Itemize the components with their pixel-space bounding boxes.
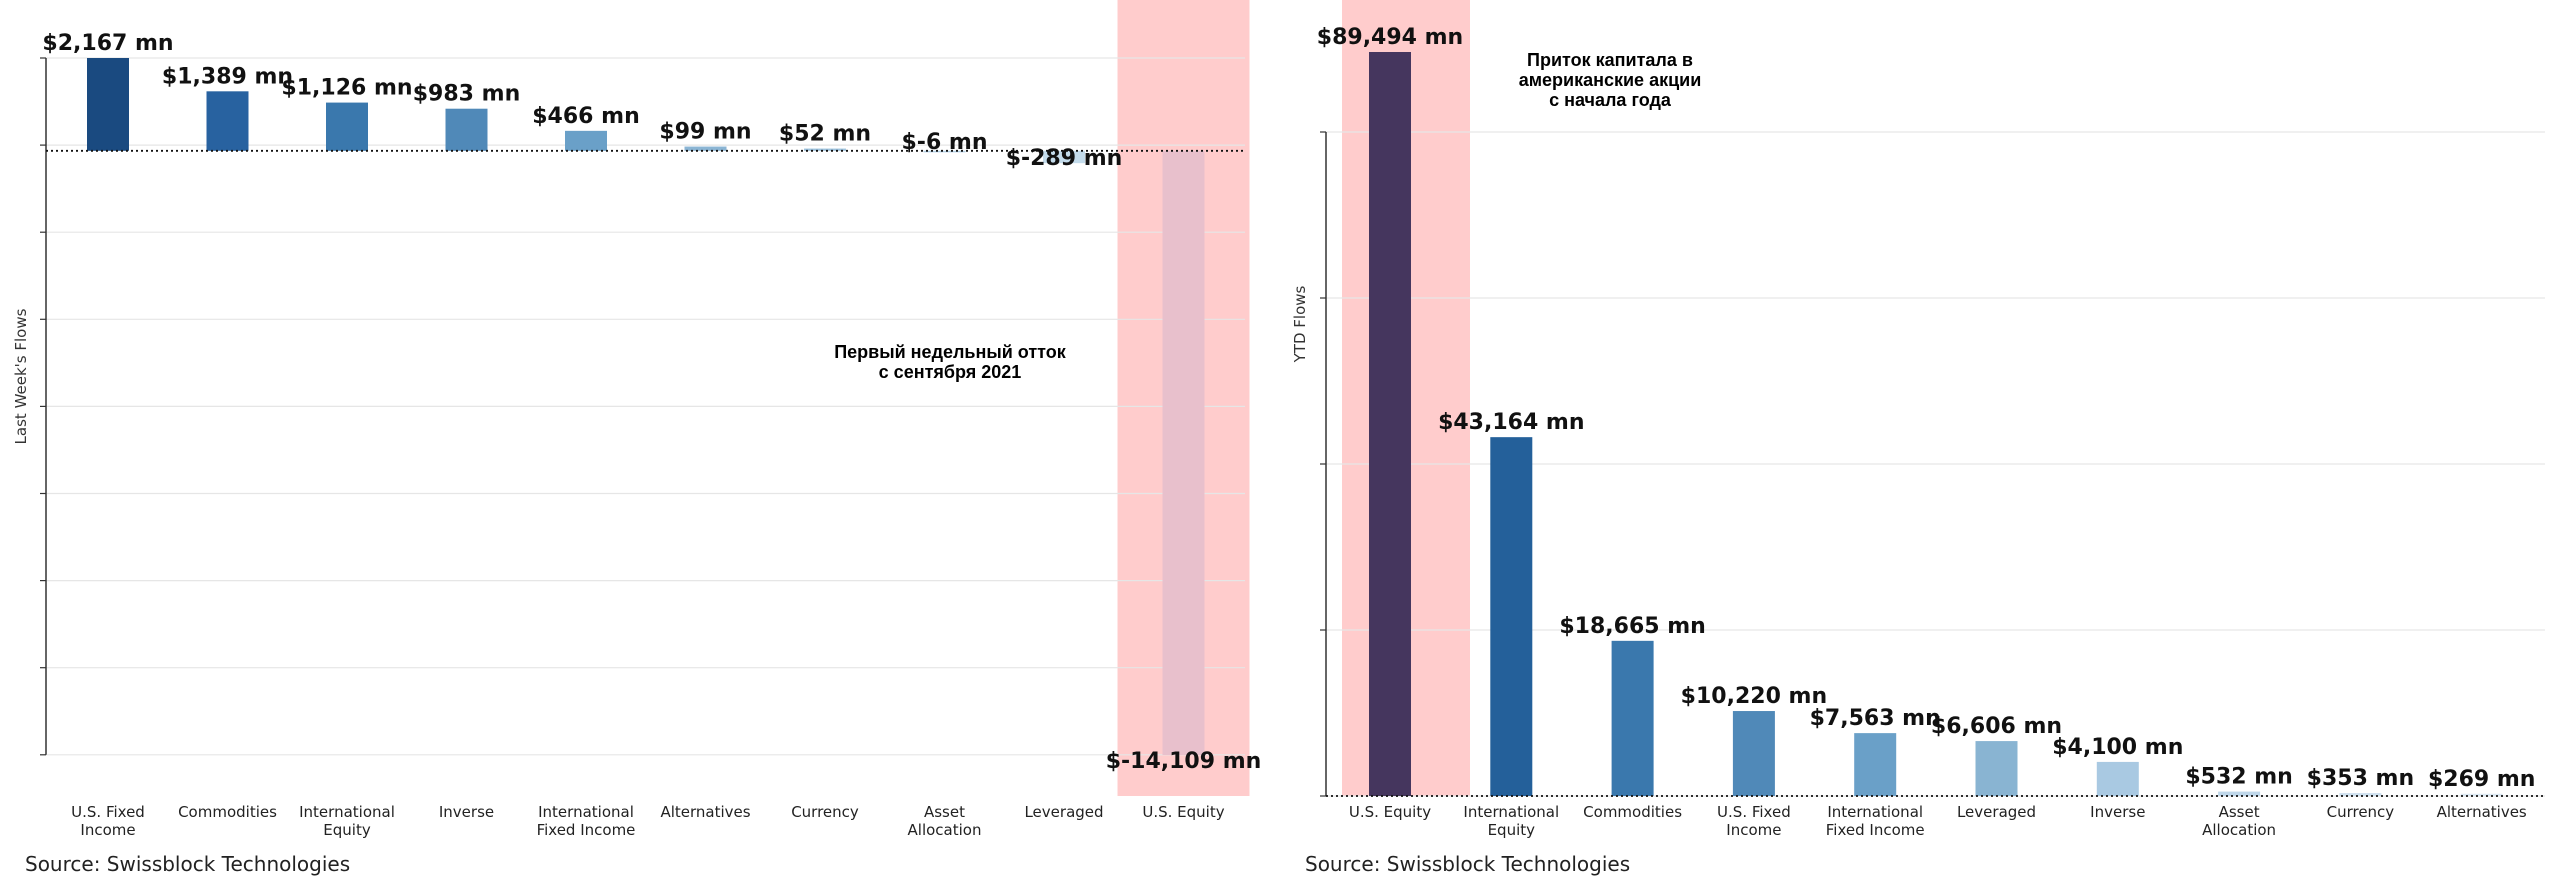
chart2-category-label: Leveraged — [1957, 803, 2036, 821]
chart2-category-label: International Equity — [1463, 803, 1559, 839]
chart2-bar — [2460, 793, 2503, 796]
chart2-category-label: U.S. Equity — [1349, 803, 1431, 821]
chart2-category-label: Currency — [2327, 803, 2395, 821]
chart2-value-label: $353 mn — [2307, 766, 2414, 791]
chart1-category-label: Currency — [791, 803, 859, 821]
chart1-bar — [1162, 150, 1205, 756]
chart1-category-label: U.S. Fixed Income — [71, 803, 145, 839]
chart2-category-label: U.S. Fixed Income — [1717, 803, 1791, 839]
chart2-value-label: $43,164 mn — [1438, 410, 1584, 435]
chart2-bar — [2339, 793, 2382, 796]
chart1-value-label: $-14,109 mn — [1106, 749, 1262, 774]
chart1-bar — [445, 108, 488, 151]
chart1-category-label: Inverse — [439, 803, 494, 821]
chart1-category-label: International Equity — [299, 803, 395, 839]
chart1-value-label: $-289 mn — [1006, 146, 1123, 171]
chart1-bar — [804, 148, 846, 151]
chart1-value-label: $99 mn — [659, 120, 751, 145]
chart1-bar — [565, 130, 607, 151]
chart2-bar — [2218, 791, 2261, 796]
chart2-category-label: International Fixed Income — [1826, 803, 1925, 839]
chart2-category-label: Inverse — [2090, 803, 2145, 821]
chart1-bar — [684, 146, 727, 151]
chart1-value-label: $-6 mn — [902, 130, 988, 155]
chart1-bar — [326, 102, 368, 151]
chart1-category-label: Commodities — [178, 803, 277, 821]
chart2-category-label: Asset Allocation — [2202, 803, 2276, 839]
chart2-category-label: Commodities — [1583, 803, 1682, 821]
chart2-bar — [2096, 761, 2139, 796]
chart2-bar — [1975, 741, 2018, 796]
chart1-bar — [923, 150, 966, 153]
source-note-left: Source: Swissblock Technologies — [25, 852, 351, 876]
chart1-category-label: Leveraged — [1024, 803, 1103, 821]
chart2-y-label: YTD Flows — [1291, 285, 1309, 363]
chart2-value-label: $18,665 mn — [1559, 614, 1705, 639]
chart2-value-label: $269 mn — [2428, 767, 2535, 792]
chart1-bar — [206, 91, 249, 151]
chart1-category-label: International Fixed Income — [537, 803, 636, 839]
chart2-bar — [1732, 711, 1775, 796]
chart1-annotation: Первый недельный отток с сентября 2021 — [834, 342, 1067, 382]
chart2-value-label: $4,100 mn — [2052, 735, 2183, 760]
chart1-value-label: $983 mn — [413, 82, 520, 107]
chart1-y-label: Last Week's Flows — [12, 308, 30, 444]
chart1-value-label: $52 mn — [779, 122, 871, 147]
chart2-bar — [1854, 733, 1897, 796]
chart2-value-label: $6,606 mn — [1931, 714, 2062, 739]
source-note-right: Source: Swissblock Technologies — [1305, 852, 1631, 876]
chart2-value-label: $532 mn — [2185, 765, 2292, 790]
chart1-category-label: U.S. Equity — [1142, 803, 1224, 821]
chart1-bar — [87, 58, 129, 151]
chart1-bar — [1043, 150, 1085, 164]
chart1-value-label: $1,389 mn — [162, 64, 293, 89]
chart2-annotation: Приток капитала в американские акции с нач… — [1519, 50, 1702, 110]
chart1-category-label: Alternatives — [660, 803, 750, 821]
chart1-value-label: $2,167 mn — [42, 31, 173, 56]
chart2-bar — [1490, 437, 1533, 796]
chart2-bar — [1369, 52, 1411, 796]
chart1-value-label: $466 mn — [532, 104, 639, 129]
chart1-category-label: Asset Allocation — [908, 803, 982, 839]
chart2-value-label: $7,563 mn — [1810, 706, 1941, 731]
chart2-value-label: $89,494 mn — [1317, 25, 1463, 50]
chart2-value-label: $10,220 mn — [1681, 684, 1827, 709]
chart2-category-label: Alternatives — [2437, 803, 2527, 821]
chart1-value-label: $1,126 mn — [281, 76, 412, 101]
chart2-bar — [1611, 640, 1654, 796]
